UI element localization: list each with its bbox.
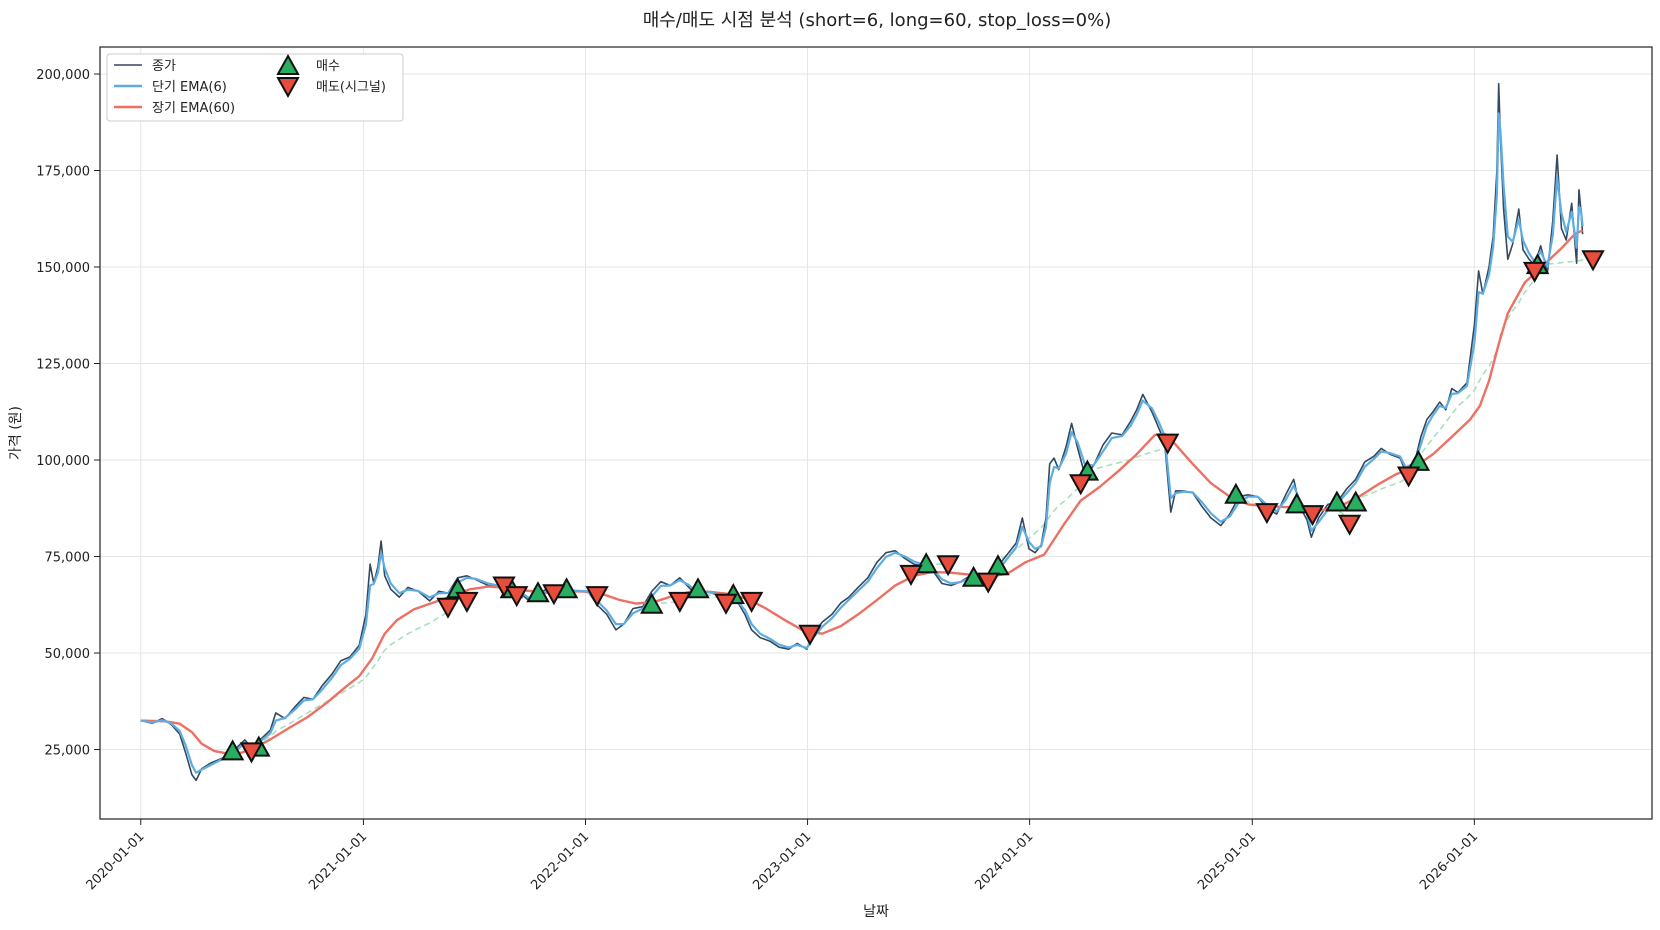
sell-marker [585,586,609,608]
y-tick-label: 25,000 [45,744,91,759]
buy-marker [1344,490,1368,512]
series-lines [140,82,1584,782]
position-dash-line [1537,258,1594,266]
x-tick-label: 2024-01-01 [972,829,1036,893]
buy-marker [220,739,245,761]
sell-marker [1156,433,1180,455]
legend-sell-marker [276,77,300,99]
buy-marker [1325,490,1349,512]
x-tick-label: 2025-01-01 [1195,829,1259,893]
x-tick-label: 2026-01-01 [1417,829,1481,893]
y-axis-title: 가격 (원) [8,406,24,460]
sell-marker [1300,505,1325,527]
buy-marker [914,552,938,574]
buy-marker [686,577,710,599]
legend-ema-long-label: 장기 EMA(60) [152,101,235,116]
chart-title: 매수/매도 시점 분석 (short=6, long=60, stop_loss… [643,10,1112,31]
sell-marker [1522,261,1547,283]
y-axis-ticks: 25,000 50,000 75,000 100,000 125,000 150,000 1… [36,68,100,759]
y-tick-label: 50,000 [45,647,91,662]
sell-marker [976,572,1000,594]
x-tick-label: 2020-01-01 [84,829,148,893]
sell-marker [1337,514,1362,536]
y-tick-label: 175,000 [36,165,90,180]
position-dash-line [1417,270,1536,463]
sell-marker [1581,250,1605,272]
legend-ema-short-label: 단기 EMA(6) [152,80,227,95]
buy-marker [526,581,550,603]
ema-long-line [140,229,1584,755]
legend-close-label: 종가 [152,59,176,74]
plot-background [100,47,1652,819]
x-axis-ticks: 2020-01-01 2021-01-01 2022-01-01 2023-01-01… [84,819,1481,893]
legend-sell-label: 매도(시그널) [316,80,386,95]
sell-marker [542,584,566,606]
sell-marker [739,591,764,613]
legend: 종가 단기 EMA(6) 장기 EMA(60) 매수 매도(시그널) [106,53,404,122]
sell-marker [1396,466,1421,488]
y-tick-label: 150,000 [36,261,90,276]
plot-frame [99,46,1653,820]
buy-marker [1285,492,1309,514]
legend-buy-label: 매수 [316,59,340,74]
sell-marker [936,555,960,577]
position-dash-line [258,606,449,748]
y-tick-label: 75,000 [45,551,91,566]
y-tick-label: 125,000 [36,358,90,373]
grid-lines [100,47,1652,819]
legend-box [106,53,404,122]
y-tick-label: 200,000 [36,68,90,83]
ema-short-line [140,112,1584,774]
sell-marker [899,564,923,586]
buy-marker [640,592,664,614]
x-axis-title: 날짜 [863,904,889,920]
x-tick-label: 2022-01-01 [528,829,592,893]
buy-marker [1224,482,1248,504]
signal-markers [220,250,1605,764]
x-tick-label: 2021-01-01 [306,829,370,893]
sell-marker [505,586,529,608]
sell-marker [455,591,479,613]
sell-marker [239,742,264,764]
sell-marker [1255,503,1279,525]
legend-buy-marker [276,53,300,75]
sell-marker [668,591,692,613]
x-tick-label: 2023-01-01 [750,829,814,893]
sell-marker [1069,474,1093,496]
sell-marker [798,624,822,646]
y-tick-label: 100,000 [36,454,90,469]
sell-marker [436,597,460,619]
position-dash-line [1354,474,1410,503]
sell-marker [714,593,738,615]
buy-marker [961,565,986,587]
